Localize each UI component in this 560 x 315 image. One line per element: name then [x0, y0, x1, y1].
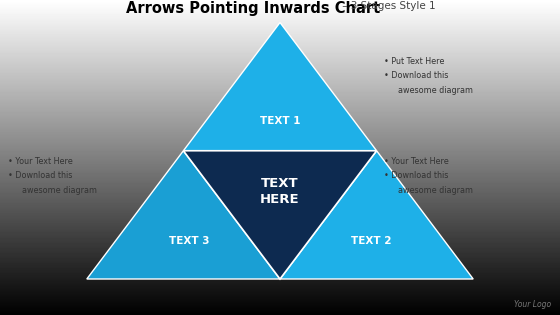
- Text: • Download this: • Download this: [384, 171, 448, 180]
- Text: TEXT 1: TEXT 1: [260, 116, 300, 125]
- Polygon shape: [184, 22, 376, 151]
- Text: – 3 Stages Style 1: – 3 Stages Style 1: [339, 1, 436, 11]
- Text: awesome diagram: awesome diagram: [398, 86, 473, 95]
- Text: TEXT 2: TEXT 2: [351, 236, 391, 246]
- Text: • Your Text Here: • Your Text Here: [384, 158, 449, 167]
- Text: Your Logo: Your Logo: [515, 300, 552, 309]
- Text: Arrows Pointing Inwards Chart: Arrows Pointing Inwards Chart: [126, 1, 380, 16]
- Text: • Put Text Here: • Put Text Here: [384, 58, 444, 66]
- Polygon shape: [87, 151, 280, 279]
- Text: • Download this: • Download this: [8, 171, 73, 180]
- Polygon shape: [184, 151, 376, 279]
- Polygon shape: [280, 151, 473, 279]
- Text: TEXT 3: TEXT 3: [169, 236, 209, 246]
- Text: • Your Text Here: • Your Text Here: [8, 158, 73, 167]
- Text: awesome diagram: awesome diagram: [22, 186, 97, 195]
- Text: TEXT
HERE: TEXT HERE: [260, 176, 300, 205]
- Text: • Download this: • Download this: [384, 72, 448, 81]
- Text: awesome diagram: awesome diagram: [398, 186, 473, 195]
